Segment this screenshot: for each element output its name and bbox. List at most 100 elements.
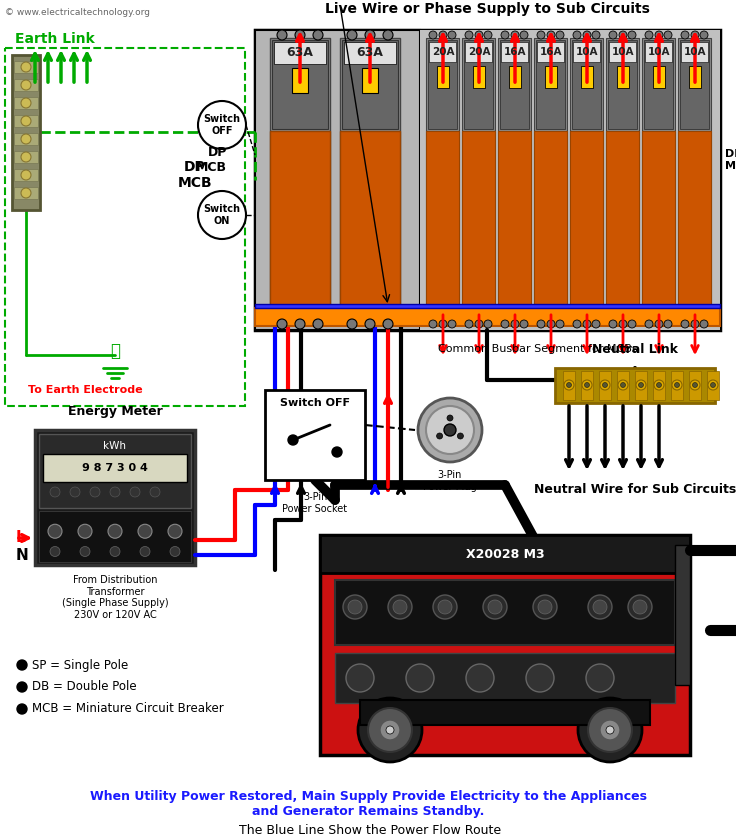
- Bar: [534, 38, 567, 318]
- Circle shape: [582, 380, 592, 390]
- Circle shape: [633, 600, 647, 614]
- Bar: [572, 40, 601, 129]
- Circle shape: [295, 30, 305, 40]
- Circle shape: [50, 487, 60, 497]
- Circle shape: [17, 660, 27, 670]
- Bar: [14, 115, 38, 127]
- Circle shape: [108, 524, 122, 539]
- Circle shape: [130, 487, 140, 497]
- Bar: [498, 38, 531, 318]
- Bar: [555, 368, 715, 403]
- Circle shape: [418, 398, 482, 462]
- Text: SP = Single Pole: SP = Single Pole: [32, 659, 128, 671]
- Circle shape: [343, 595, 367, 619]
- Circle shape: [466, 664, 494, 692]
- Circle shape: [693, 382, 698, 387]
- Circle shape: [636, 380, 646, 390]
- Circle shape: [347, 319, 357, 329]
- Bar: [39, 511, 191, 562]
- Circle shape: [198, 101, 246, 149]
- Bar: [689, 371, 701, 400]
- Text: Common Busbar Segment for MCBs: Common Busbar Segment for MCBs: [438, 344, 637, 354]
- Text: 20A: 20A: [468, 47, 490, 57]
- Circle shape: [547, 320, 555, 328]
- Bar: [462, 131, 495, 318]
- Bar: [645, 42, 672, 62]
- Circle shape: [691, 320, 699, 328]
- Text: Live Wire or Phase Supply to Sub Circuits: Live Wire or Phase Supply to Sub Circuit…: [325, 2, 650, 16]
- Bar: [43, 454, 187, 482]
- Circle shape: [600, 380, 610, 390]
- Text: DB = Double Pole: DB = Double Pole: [32, 681, 137, 694]
- Circle shape: [295, 319, 305, 329]
- Circle shape: [110, 487, 120, 497]
- Circle shape: [537, 31, 545, 39]
- Bar: [14, 187, 38, 199]
- Circle shape: [710, 382, 715, 387]
- Circle shape: [429, 320, 437, 328]
- Circle shape: [700, 320, 708, 328]
- Text: 16A: 16A: [503, 47, 526, 57]
- Circle shape: [170, 546, 180, 556]
- Bar: [689, 66, 701, 88]
- Circle shape: [21, 98, 31, 108]
- Text: Energy Meter: Energy Meter: [68, 405, 163, 418]
- Bar: [581, 371, 593, 400]
- Bar: [14, 97, 38, 109]
- Circle shape: [483, 595, 507, 619]
- Circle shape: [501, 320, 509, 328]
- Circle shape: [593, 600, 607, 614]
- Bar: [335, 653, 675, 703]
- Circle shape: [700, 31, 708, 39]
- Circle shape: [439, 31, 447, 39]
- Text: 16A: 16A: [539, 47, 562, 57]
- Text: MCB = Miniature Circuit Breaker: MCB = Miniature Circuit Breaker: [32, 702, 224, 716]
- Circle shape: [664, 31, 672, 39]
- Circle shape: [21, 116, 31, 126]
- Circle shape: [533, 595, 557, 619]
- Bar: [465, 42, 492, 62]
- Circle shape: [406, 664, 434, 692]
- Bar: [680, 40, 709, 129]
- Bar: [675, 545, 690, 685]
- Circle shape: [90, 487, 100, 497]
- Circle shape: [17, 704, 27, 714]
- Circle shape: [588, 595, 612, 619]
- Circle shape: [21, 170, 31, 180]
- Circle shape: [438, 600, 452, 614]
- Circle shape: [619, 320, 627, 328]
- Bar: [420, 30, 720, 330]
- Bar: [653, 371, 665, 400]
- Bar: [274, 42, 326, 64]
- Circle shape: [654, 380, 664, 390]
- Bar: [272, 40, 328, 129]
- Bar: [340, 38, 400, 318]
- Bar: [14, 151, 38, 163]
- Circle shape: [588, 708, 632, 752]
- Circle shape: [484, 31, 492, 39]
- Bar: [498, 131, 531, 318]
- Circle shape: [433, 595, 457, 619]
- Circle shape: [448, 320, 456, 328]
- Text: 10A: 10A: [576, 47, 598, 57]
- Circle shape: [538, 600, 552, 614]
- Text: Neutral Wire for Sub Circuits: Neutral Wire for Sub Circuits: [534, 483, 736, 496]
- Bar: [681, 42, 708, 62]
- Bar: [437, 66, 449, 88]
- Circle shape: [628, 320, 636, 328]
- Circle shape: [573, 31, 581, 39]
- Text: DP
MCB: DP MCB: [196, 146, 227, 174]
- Bar: [428, 40, 457, 129]
- Circle shape: [447, 415, 453, 421]
- Circle shape: [501, 31, 509, 39]
- Bar: [360, 700, 650, 725]
- Text: Earth Link: Earth Link: [15, 32, 95, 46]
- Circle shape: [619, 31, 627, 39]
- Circle shape: [584, 382, 590, 387]
- Bar: [635, 371, 647, 400]
- Text: L: L: [16, 530, 26, 545]
- Circle shape: [277, 30, 287, 40]
- Bar: [707, 371, 719, 400]
- Circle shape: [672, 380, 682, 390]
- Bar: [617, 371, 629, 400]
